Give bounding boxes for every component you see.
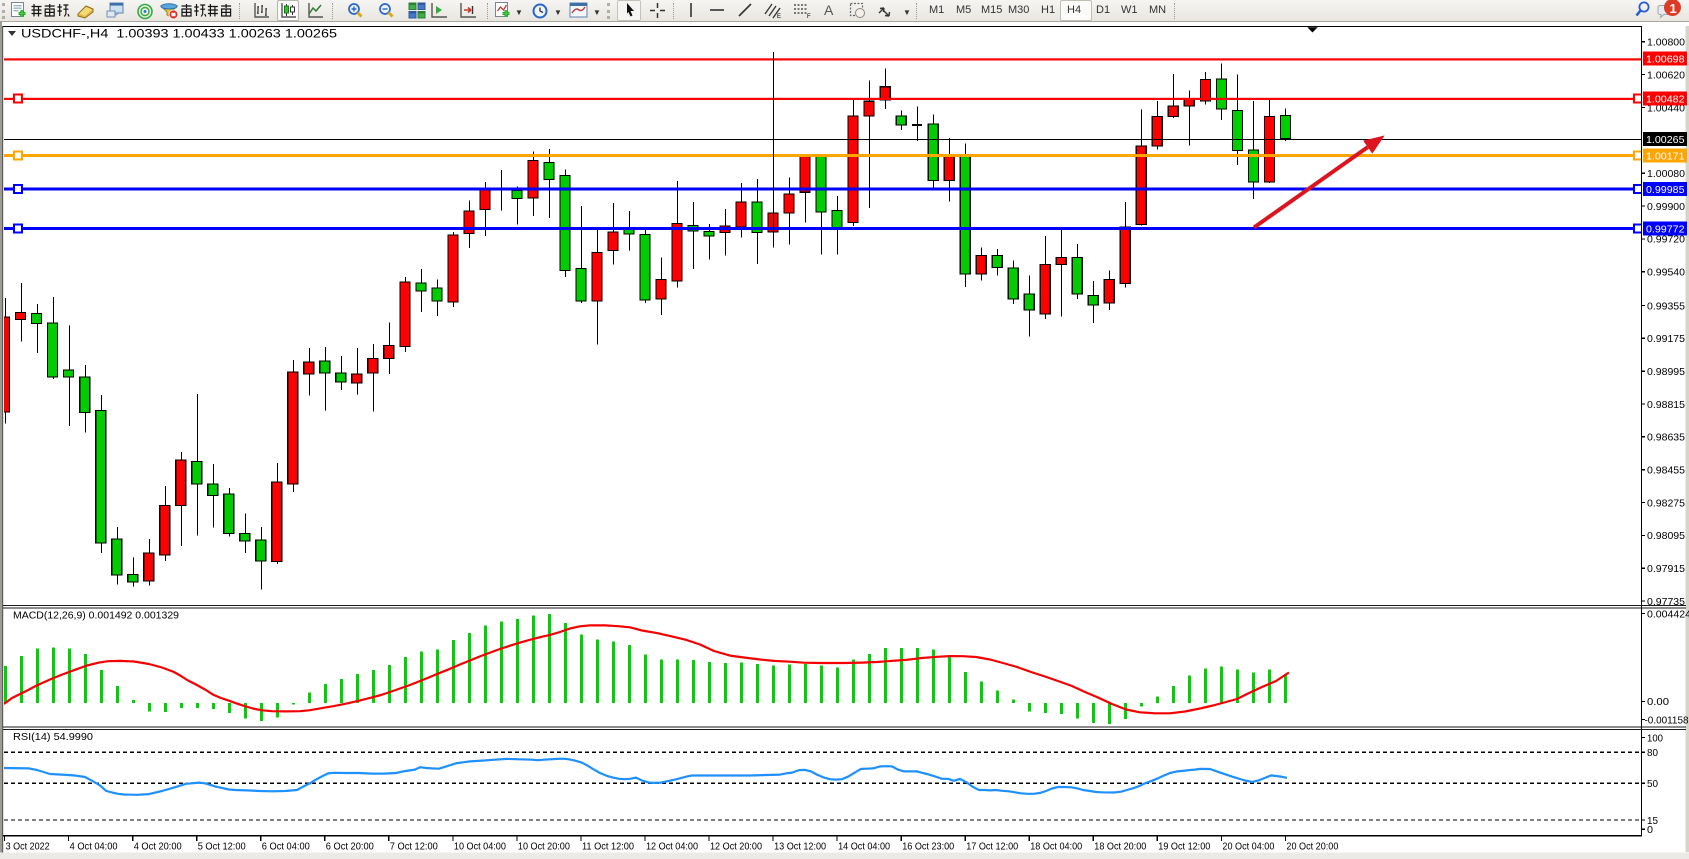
svg-text:6 Oct 04:00: 6 Oct 04:00 (262, 841, 310, 853)
svg-text:1.00800: 1.00800 (1647, 37, 1685, 49)
svg-text:18 Oct 20:00: 18 Oct 20:00 (1094, 841, 1146, 853)
svg-text:0.98815: 0.98815 (1647, 399, 1685, 411)
svg-text:USDCHF-,H4 1.00393 1.00433 1.: USDCHF-,H4 1.00393 1.00433 1.00263 1.002… (21, 29, 337, 41)
svg-text:80: 80 (1647, 747, 1658, 759)
svg-text:0.98455: 0.98455 (1647, 465, 1685, 477)
svg-text:0.97735: 0.97735 (1647, 596, 1685, 608)
svg-text:12 Oct 20:00: 12 Oct 20:00 (710, 841, 762, 853)
svg-text:A: A (824, 2, 834, 18)
svg-text:RSI(14) 54.9990: RSI(14) 54.9990 (13, 731, 93, 743)
svg-text:20 Oct 04:00: 20 Oct 04:00 (1222, 841, 1274, 853)
svg-text:-0.001158: -0.001158 (1645, 714, 1689, 726)
svg-text:10 Oct 20:00: 10 Oct 20:00 (518, 841, 570, 853)
svg-text:11 Oct 12:00: 11 Oct 12:00 (582, 841, 634, 853)
svg-text:0.97915: 0.97915 (1647, 563, 1685, 575)
svg-text:0.98635: 0.98635 (1647, 432, 1685, 444)
svg-text:0.99900: 0.99900 (1647, 201, 1685, 213)
svg-text:E: E (777, 14, 781, 19)
svg-text:0.98995: 0.98995 (1647, 366, 1685, 378)
svg-text:19 Oct 12:00: 19 Oct 12:00 (1158, 841, 1210, 853)
svg-text:0.98275: 0.98275 (1647, 497, 1685, 509)
svg-text:6 Oct 20:00: 6 Oct 20:00 (326, 841, 374, 853)
svg-text:0.98095: 0.98095 (1647, 530, 1685, 542)
svg-text:0: 0 (1647, 824, 1653, 836)
svg-text:0.99175: 0.99175 (1647, 333, 1685, 345)
svg-text:17 Oct 12:00: 17 Oct 12:00 (966, 841, 1018, 853)
svg-text:4 Oct 20:00: 4 Oct 20:00 (134, 841, 182, 853)
svg-text:1.00265: 1.00265 (1646, 134, 1685, 146)
svg-text:0.99355: 0.99355 (1647, 300, 1685, 312)
svg-text:0.99720: 0.99720 (1647, 234, 1685, 246)
svg-text:3 Oct 2022: 3 Oct 2022 (6, 841, 50, 853)
svg-text:1.00482: 1.00482 (1646, 94, 1685, 106)
svg-text:18 Oct 04:00: 18 Oct 04:00 (1030, 841, 1082, 853)
svg-text:0.99985: 0.99985 (1646, 184, 1685, 196)
svg-text:1.00080: 1.00080 (1647, 168, 1685, 180)
svg-text:0.99772: 0.99772 (1646, 224, 1685, 236)
svg-text:12 Oct 04:00: 12 Oct 04:00 (646, 841, 698, 853)
svg-text:16 Oct 23:00: 16 Oct 23:00 (902, 841, 954, 853)
svg-text:0.99540: 0.99540 (1647, 267, 1685, 279)
svg-text:1.00171: 1.00171 (1646, 151, 1685, 163)
svg-text:0.004424: 0.004424 (1647, 608, 1689, 620)
svg-text:100: 100 (1647, 732, 1663, 744)
svg-text:15: 15 (1647, 815, 1658, 827)
svg-text:4 Oct 04:00: 4 Oct 04:00 (70, 841, 118, 853)
svg-text:0.00: 0.00 (1647, 696, 1669, 708)
svg-text:10 Oct 04:00: 10 Oct 04:00 (454, 841, 506, 853)
svg-text:5 Oct 12:00: 5 Oct 12:00 (198, 841, 246, 853)
svg-text:20 Oct 20:00: 20 Oct 20:00 (1286, 841, 1338, 853)
svg-text:14 Oct 04:00: 14 Oct 04:00 (838, 841, 890, 853)
svg-text:1.00698: 1.00698 (1646, 54, 1685, 66)
svg-text:1.00620: 1.00620 (1647, 69, 1685, 81)
svg-text:MACD(12,26,9) 0.001492 0.00132: MACD(12,26,9) 0.001492 0.001329 (13, 610, 179, 622)
svg-text:50: 50 (1647, 778, 1658, 790)
svg-text:13 Oct 12:00: 13 Oct 12:00 (774, 841, 826, 853)
svg-text:F: F (807, 14, 811, 19)
svg-text:7 Oct 12:00: 7 Oct 12:00 (390, 841, 438, 853)
